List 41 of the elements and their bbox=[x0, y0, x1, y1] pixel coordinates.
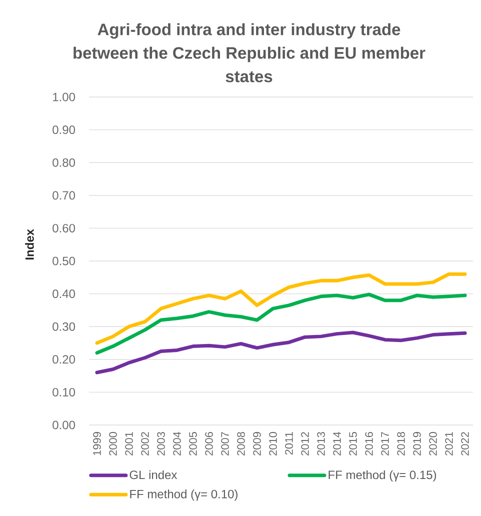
x-tick-label: 2017 bbox=[381, 432, 389, 456]
x-tick-label: 2021 bbox=[445, 432, 453, 456]
y-tick-label: 1.00 bbox=[53, 92, 76, 102]
x-tick-label: 2000 bbox=[109, 432, 117, 456]
y-tick-label: 0.70 bbox=[52, 191, 76, 200]
y-tick-label: 0.30 bbox=[52, 322, 76, 331]
x-tick-label: 2003 bbox=[157, 432, 165, 456]
y-tick-label: 0.40 bbox=[52, 290, 76, 298]
x-tick-label: 2018 bbox=[397, 432, 405, 456]
x-tick-label: 2009 bbox=[253, 432, 261, 456]
y-tick-label: 0.20 bbox=[52, 355, 76, 364]
legend-label: FF method (γ= 0.15) bbox=[328, 470, 436, 482]
y-tick-label: 0.80 bbox=[52, 158, 76, 167]
line-series bbox=[95, 330, 467, 374]
y-tick-label: 0.00 bbox=[52, 420, 76, 430]
legend-label: GL index bbox=[130, 470, 178, 480]
y-tick-label: 0.60 bbox=[52, 224, 76, 232]
x-tick-label: 2005 bbox=[189, 432, 197, 456]
x-tick-label: 2008 bbox=[237, 432, 245, 456]
x-tick-label: 2010 bbox=[269, 432, 277, 456]
x-tick-label: 2002 bbox=[141, 432, 149, 456]
x-tick-label: 2016 bbox=[365, 432, 373, 456]
x-tick-label: 2006 bbox=[205, 432, 213, 456]
x-tick-label: 2012 bbox=[301, 432, 309, 456]
x-tick-label: 2014 bbox=[333, 432, 341, 456]
x-tick-label: 2013 bbox=[317, 432, 325, 456]
chart-title: Agri-food intra and inter industry trade between the Czech Republic and EU member states bbox=[74, 23, 426, 82]
x-tick-label: 2001 bbox=[125, 432, 133, 456]
y-tick-label: 0.90 bbox=[52, 126, 76, 134]
y-tick-label: 0.50 bbox=[52, 256, 76, 266]
legend-label: FF method (γ= 0.10) bbox=[130, 490, 238, 501]
x-tick-label: 1999 bbox=[93, 432, 101, 456]
x-tick-label: 2020 bbox=[429, 432, 437, 456]
x-tick-label: 2004 bbox=[173, 432, 181, 456]
x-tick-label: 2007 bbox=[221, 432, 229, 456]
x-tick-label: 2019 bbox=[413, 432, 421, 456]
y-tick-label: 0.10 bbox=[52, 388, 76, 396]
x-tick-label: 2011 bbox=[285, 432, 293, 455]
y-axis-title: Index bbox=[25, 229, 34, 260]
x-tick-label: 2015 bbox=[349, 432, 357, 456]
x-tick-label: 2022 bbox=[461, 432, 469, 456]
